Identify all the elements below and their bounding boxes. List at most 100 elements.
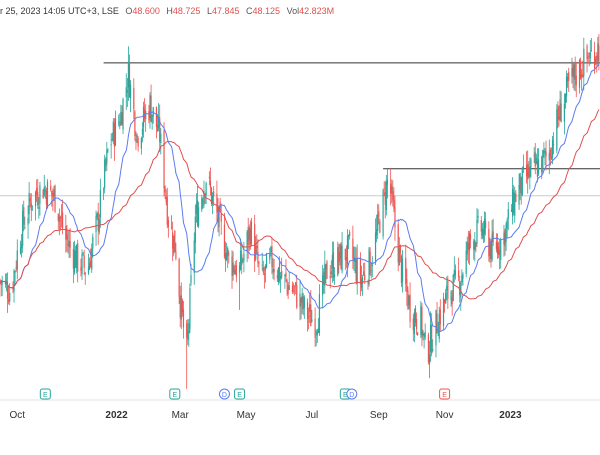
candle — [118, 114, 120, 127]
candle-body — [141, 128, 144, 135]
candle — [127, 46, 130, 101]
candle-body — [579, 60, 582, 79]
candle — [60, 204, 63, 228]
candle-body — [29, 197, 31, 203]
candle-body — [110, 144, 112, 146]
candle — [564, 93, 567, 109]
candle — [186, 319, 188, 389]
candle — [423, 333, 425, 349]
candle — [43, 174, 45, 198]
candle-body — [91, 248, 93, 270]
candle — [428, 340, 431, 379]
candle-body — [255, 245, 257, 260]
candle-body — [216, 193, 218, 213]
candle-body — [587, 56, 589, 59]
candle — [9, 283, 11, 306]
candle — [178, 257, 180, 304]
candle — [563, 93, 565, 135]
candle — [42, 188, 44, 199]
candle — [469, 229, 472, 249]
candle-body — [413, 312, 415, 334]
candle-body — [467, 242, 469, 250]
candle-body — [386, 179, 389, 186]
candle-body — [392, 191, 394, 201]
candle-body — [583, 48, 585, 76]
candle — [166, 187, 168, 229]
candle — [91, 243, 93, 273]
candle-body — [246, 231, 248, 252]
earnings-event-marker: E — [169, 388, 181, 400]
candle — [163, 122, 165, 197]
candle-body — [400, 256, 403, 284]
candle — [530, 157, 532, 178]
candle-body — [241, 254, 243, 265]
candle-body — [287, 284, 289, 295]
candle — [492, 218, 494, 247]
candle — [28, 182, 30, 224]
candle-body — [281, 270, 283, 278]
candle-body — [296, 284, 298, 308]
candle — [159, 104, 161, 153]
candle — [210, 186, 213, 207]
candle-body — [242, 260, 244, 262]
candle-body — [432, 348, 434, 351]
candle — [364, 262, 366, 285]
candle-body — [129, 84, 132, 99]
candle — [370, 262, 372, 279]
earnings-icon — [439, 388, 451, 400]
candle — [67, 230, 69, 254]
candle-body — [438, 313, 440, 339]
candle — [106, 141, 108, 171]
candle — [140, 136, 142, 155]
candle — [497, 241, 500, 259]
candle — [477, 209, 479, 224]
candle — [417, 331, 419, 336]
candle — [344, 248, 346, 271]
candle — [528, 161, 530, 179]
candle-body — [72, 248, 74, 269]
candle-body — [187, 330, 189, 341]
candle-body — [243, 253, 245, 262]
candle-body — [442, 297, 445, 327]
candle-body — [254, 224, 256, 262]
candle-body — [356, 257, 358, 284]
candle — [349, 229, 351, 240]
candle — [545, 140, 547, 171]
candle — [450, 290, 452, 307]
candle — [558, 105, 560, 127]
candle — [476, 208, 478, 247]
candle — [208, 171, 210, 186]
candle — [173, 235, 175, 257]
candle — [315, 329, 317, 347]
candle-body — [506, 219, 508, 229]
candle — [46, 179, 49, 209]
candle — [135, 131, 137, 151]
candle-body — [235, 265, 237, 277]
candle — [515, 190, 517, 203]
candle — [488, 221, 490, 262]
candle-body — [269, 254, 271, 260]
candle-body — [420, 306, 422, 336]
candle — [507, 201, 509, 231]
candle — [413, 308, 415, 343]
candle-body — [1, 279, 3, 285]
candle-body — [119, 121, 121, 127]
candle-body — [364, 274, 366, 281]
candle-body — [69, 241, 71, 248]
candle-body — [232, 262, 234, 276]
candle — [397, 219, 399, 272]
candle — [586, 43, 588, 73]
candle — [216, 180, 218, 223]
candle — [39, 181, 41, 216]
candle-body — [412, 318, 414, 331]
low-label: L — [206, 6, 212, 16]
candle-body — [118, 121, 120, 123]
candle-body — [310, 304, 312, 327]
candle-body — [323, 271, 325, 285]
candle-body — [431, 325, 433, 354]
candle-body — [337, 247, 339, 276]
candle — [368, 246, 370, 287]
candle — [473, 238, 475, 260]
